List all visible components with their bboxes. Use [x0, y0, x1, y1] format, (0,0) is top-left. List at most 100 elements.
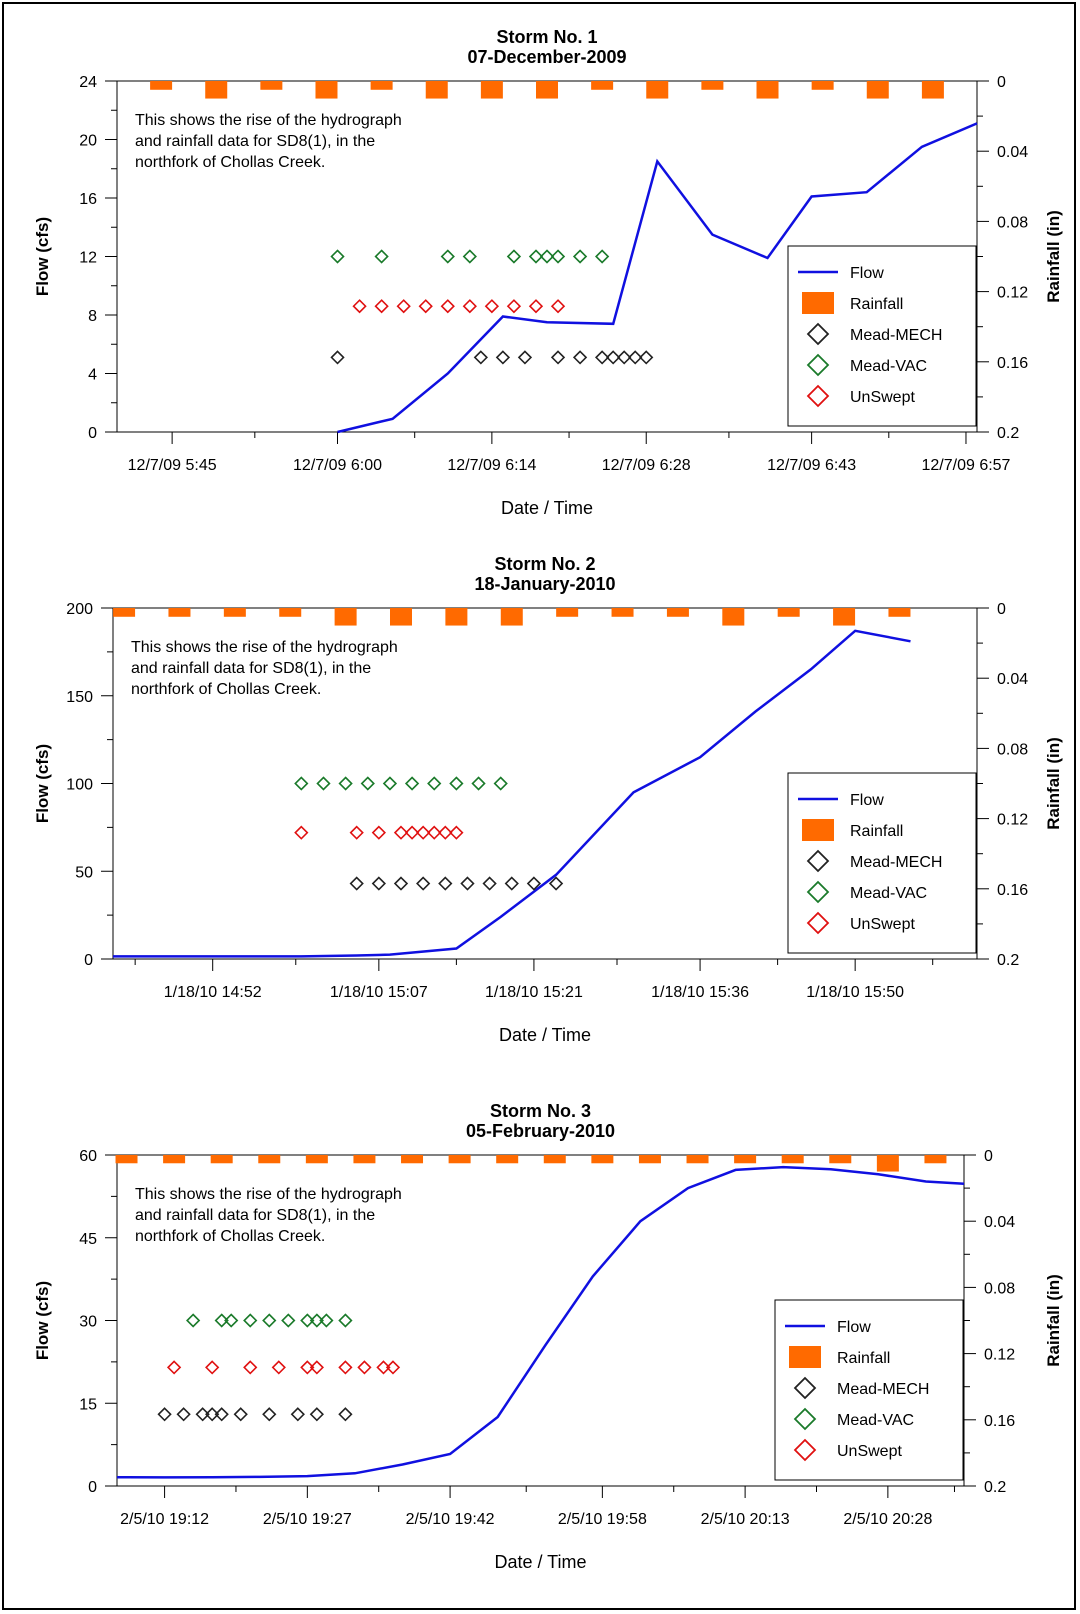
rainfall-bar [781, 1155, 804, 1164]
mead-mech-point [572, 350, 588, 365]
rainfall-bar [305, 1155, 328, 1164]
y-axis-label: Flow (cfs) [33, 744, 52, 823]
y2-tick-label: 0 [997, 74, 1006, 91]
mead-vac-point [449, 776, 464, 791]
legend-box [787, 245, 977, 427]
y2-tick-label: 0.12 [984, 1347, 1015, 1364]
legend-label: Mead-VAC [850, 885, 927, 902]
rainfall-bar [480, 81, 503, 99]
mead-mech-point [214, 1407, 229, 1422]
legend-label: Mead-VAC [837, 1412, 914, 1429]
y2-tick-label: 0.16 [997, 882, 1028, 899]
mead-vac-point [471, 776, 486, 791]
unswept-point [484, 299, 500, 314]
rainfall-bar [370, 81, 393, 90]
unswept-point [338, 1360, 353, 1375]
mead-mech-point [205, 1407, 220, 1422]
x-tick-label: 1/18/10 15:21 [485, 984, 583, 1001]
legend-label: UnSwept [837, 1443, 902, 1460]
legend-label: UnSwept [850, 916, 915, 933]
mead-mech-point [639, 350, 654, 365]
legend-label: UnSwept [850, 389, 915, 406]
x-tick-label: 2/5/10 19:58 [558, 1511, 647, 1528]
x-tick-label: 12/7/09 6:14 [447, 457, 536, 474]
rainfall-bar [279, 608, 302, 617]
x-tick-label: 12/7/09 6:00 [293, 457, 382, 474]
rainfall-bar [777, 608, 800, 617]
rainfall-bar [445, 608, 468, 626]
y-tick-label: 24 [79, 74, 97, 91]
mead-mech-point [262, 1407, 277, 1422]
rainfall-bar [556, 608, 579, 617]
unswept-point [300, 1360, 315, 1375]
unswept-point [462, 299, 477, 314]
annotation-line: northfork of Chollas Creek. [135, 154, 325, 171]
mead-mech-point [371, 876, 386, 891]
mead-mech-point [290, 1407, 305, 1422]
rainfall-bar [833, 608, 856, 626]
y-tick-label: 45 [79, 1231, 97, 1248]
y-axis-label: Flow (cfs) [33, 1281, 52, 1360]
unswept-point [371, 825, 386, 840]
x-axis-label: Date / Time [499, 1025, 591, 1045]
mead-mech-point [504, 876, 519, 891]
rainfall-bar [829, 1155, 852, 1164]
y2-tick-label: 0.12 [997, 285, 1028, 302]
chart-subtitle: 07-December-2009 [467, 47, 626, 67]
legend-unswept-swatch [806, 384, 830, 408]
mead-mech-point [526, 876, 542, 891]
mead-mech-point [594, 350, 610, 365]
unswept-point [243, 1360, 258, 1375]
rainfall-bar [401, 1155, 424, 1164]
unswept-point [418, 299, 433, 314]
mead-vac-point [186, 1313, 201, 1328]
rainfall-bar [811, 81, 834, 90]
rainfall-bar [734, 1155, 757, 1164]
rainfall-bar [611, 608, 634, 617]
x-tick-label: 1/18/10 15:07 [330, 984, 428, 1001]
flow-line [116, 1165, 965, 1479]
unswept-point [385, 1360, 401, 1375]
unswept-point [416, 825, 431, 840]
unswept-point [352, 299, 367, 314]
y2-tick-label: 0.08 [997, 741, 1028, 758]
mead-mech-point [482, 876, 497, 891]
chart-2: Storm No. 218-January-2010 0 50 100 150 200 0 0… [33, 554, 1063, 1045]
unswept-point [404, 825, 420, 840]
chart-3: Storm No. 305-February-2010 0 15 30 45 60 0 0.0… [33, 1101, 1063, 1572]
rainfall-bar [315, 81, 338, 99]
chart-title: Storm No. 3 [490, 1101, 591, 1121]
x-tick-label: 12/7/09 6:43 [767, 457, 856, 474]
mead-mech-point [438, 876, 453, 891]
rainfall-bar [210, 1155, 233, 1164]
rainfall-bar [666, 608, 689, 617]
legend-rainfall-swatch [802, 819, 834, 841]
legend-mead-vac-swatch [806, 353, 830, 377]
mead-vac-point [300, 1313, 315, 1328]
x-tick-label: 12/7/09 6:57 [921, 457, 1010, 474]
legend: Flow Rainfall Mead-MECH Mead-VAC UnSwept [787, 245, 977, 427]
mead-vac-point [539, 249, 555, 264]
legend-label: Rainfall [837, 1350, 890, 1367]
mead-vac-point [427, 776, 442, 791]
rainfall-bar [223, 608, 246, 617]
y2-tick-label: 0 [997, 601, 1006, 618]
mead-vac-point [360, 776, 375, 791]
chart-title: Storm No. 1 [496, 27, 597, 47]
mead-vac-point [243, 1313, 258, 1328]
unswept-point [294, 825, 309, 840]
legend: Flow Rainfall Mead-MECH Mead-VAC UnSwept [774, 1299, 964, 1481]
rainfall-bar [921, 81, 944, 99]
rainfall-bar [448, 1155, 471, 1164]
unswept-point [393, 825, 409, 840]
y-tick-label: 8 [88, 308, 97, 325]
chart-subtitle: 18-January-2010 [474, 574, 615, 594]
rainfall-bar [646, 81, 669, 99]
legend-mead-vac-swatch [793, 1407, 817, 1431]
unswept-point [271, 1360, 286, 1375]
legend-mead-mech-swatch [806, 322, 830, 346]
mead-mech-point [495, 350, 511, 365]
x-tick-label: 1/18/10 14:52 [164, 984, 262, 1001]
mead-vac-point [309, 1313, 324, 1328]
unswept-point [357, 1360, 372, 1375]
